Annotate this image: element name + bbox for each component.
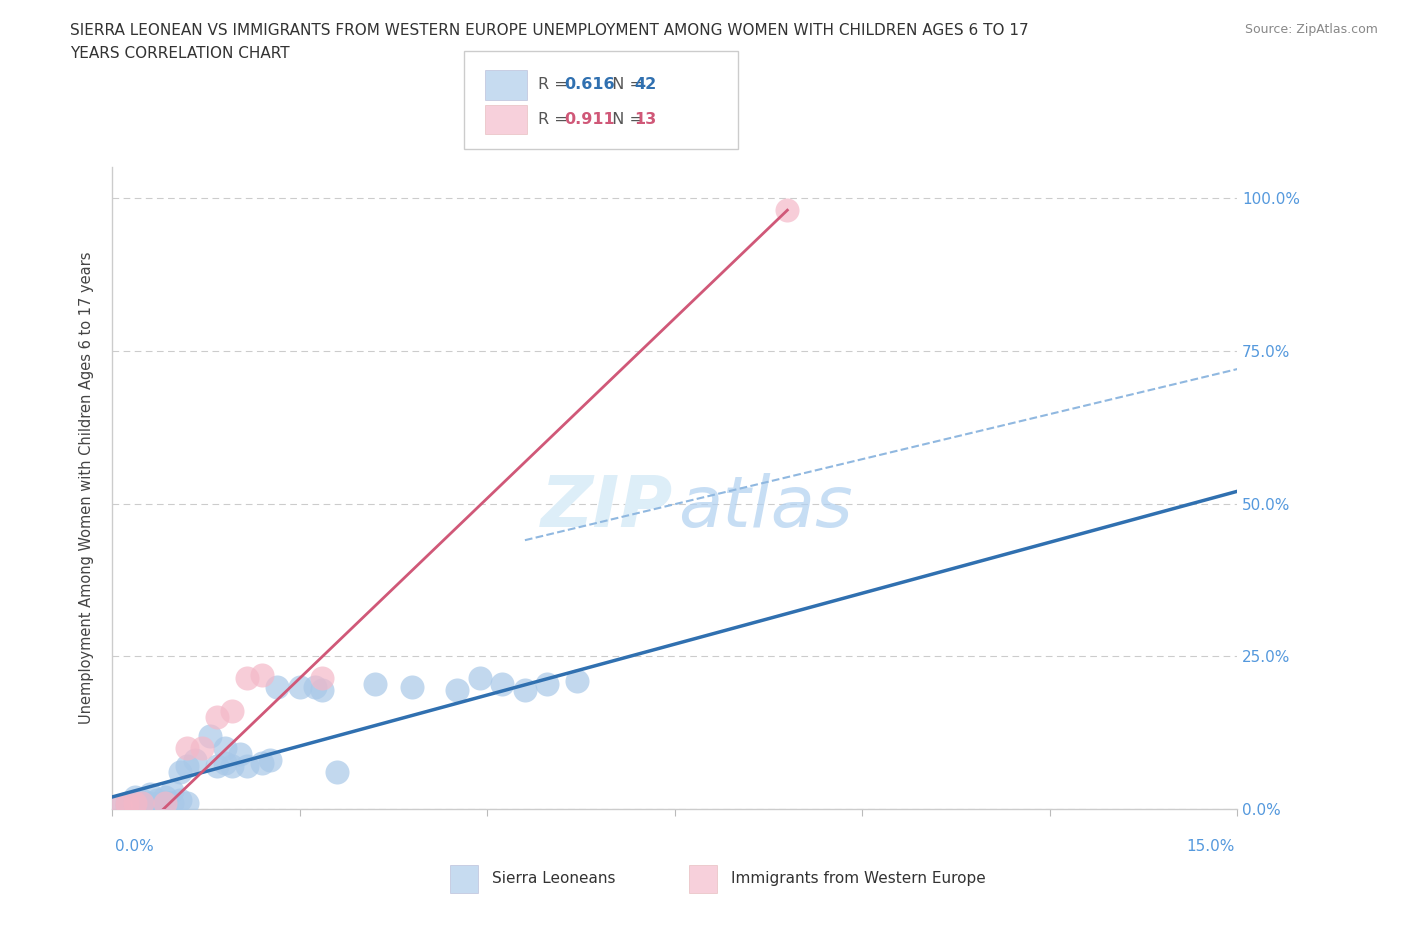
- Text: 0.616: 0.616: [564, 77, 614, 92]
- Point: [446, 683, 468, 698]
- Text: N =: N =: [602, 112, 648, 126]
- Point: [139, 787, 162, 802]
- Point: [311, 683, 333, 698]
- Point: [326, 765, 349, 780]
- Point: [176, 795, 198, 810]
- Point: [117, 799, 139, 814]
- Point: [139, 795, 162, 810]
- Point: [146, 792, 169, 807]
- Point: [131, 792, 153, 807]
- Point: [176, 759, 198, 774]
- Point: [221, 704, 243, 719]
- Text: atlas: atlas: [678, 473, 852, 542]
- Point: [491, 676, 513, 691]
- Point: [162, 795, 184, 810]
- Text: N =: N =: [602, 77, 648, 92]
- Point: [401, 680, 423, 695]
- Point: [124, 795, 146, 810]
- Point: [153, 790, 176, 804]
- Text: 42: 42: [634, 77, 657, 92]
- Text: SIERRA LEONEAN VS IMMIGRANTS FROM WESTERN EUROPE UNEMPLOYMENT AMONG WOMEN WITH C: SIERRA LEONEAN VS IMMIGRANTS FROM WESTER…: [70, 23, 1029, 38]
- Point: [146, 797, 169, 812]
- Point: [311, 671, 333, 685]
- Text: 0.0%: 0.0%: [115, 839, 155, 854]
- Point: [252, 756, 274, 771]
- Text: YEARS CORRELATION CHART: YEARS CORRELATION CHART: [70, 46, 290, 61]
- Point: [266, 680, 288, 695]
- Point: [214, 740, 236, 755]
- Point: [288, 680, 311, 695]
- Point: [776, 203, 799, 218]
- Text: 13: 13: [634, 112, 657, 126]
- Text: R =: R =: [538, 77, 574, 92]
- Text: Sierra Leoneans: Sierra Leoneans: [492, 871, 616, 886]
- Point: [304, 680, 326, 695]
- Point: [567, 673, 589, 688]
- Point: [252, 667, 274, 682]
- Point: [236, 759, 259, 774]
- Point: [124, 790, 146, 804]
- Point: [236, 671, 259, 685]
- Text: 0.911: 0.911: [564, 112, 614, 126]
- Point: [468, 671, 491, 685]
- Point: [207, 759, 229, 774]
- Text: 15.0%: 15.0%: [1187, 839, 1234, 854]
- Point: [153, 794, 176, 809]
- Point: [124, 795, 146, 810]
- Point: [117, 797, 139, 812]
- Point: [221, 759, 243, 774]
- Text: Source: ZipAtlas.com: Source: ZipAtlas.com: [1244, 23, 1378, 36]
- Y-axis label: Unemployment Among Women with Children Ages 6 to 17 years: Unemployment Among Women with Children A…: [79, 252, 94, 724]
- Point: [108, 799, 131, 814]
- Point: [214, 756, 236, 771]
- Point: [162, 783, 184, 798]
- Point: [229, 747, 252, 762]
- Text: ZIP: ZIP: [541, 473, 673, 542]
- Point: [184, 752, 207, 767]
- Point: [169, 792, 191, 807]
- Point: [198, 728, 221, 743]
- Point: [191, 740, 214, 755]
- Point: [513, 683, 536, 698]
- Point: [153, 795, 176, 810]
- Point: [259, 752, 281, 767]
- Point: [169, 765, 191, 780]
- Point: [131, 797, 153, 812]
- Text: Immigrants from Western Europe: Immigrants from Western Europe: [731, 871, 986, 886]
- Text: R =: R =: [538, 112, 574, 126]
- Point: [536, 676, 558, 691]
- Point: [176, 740, 198, 755]
- Point: [364, 676, 387, 691]
- Point: [131, 795, 153, 810]
- Point: [117, 795, 139, 810]
- Point: [108, 799, 131, 814]
- Point: [207, 710, 229, 724]
